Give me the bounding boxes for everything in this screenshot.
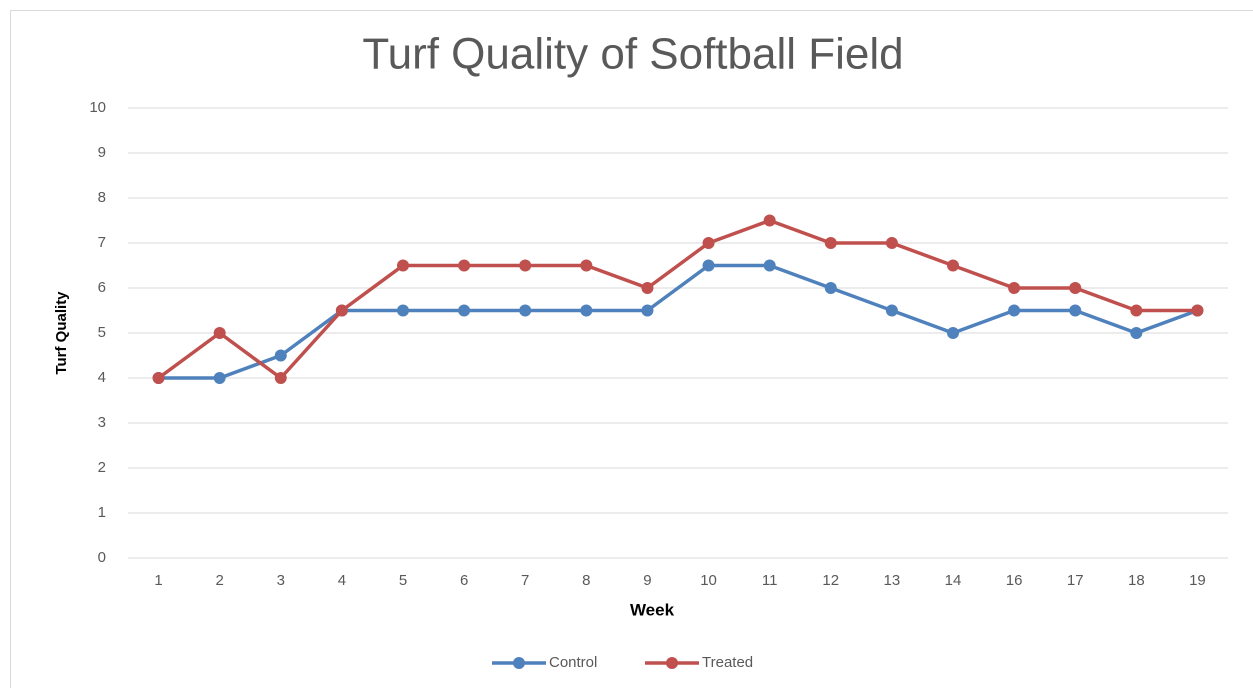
data-point	[213, 327, 226, 339]
data-point	[519, 304, 532, 317]
data-point	[824, 282, 837, 294]
data-point	[763, 259, 776, 272]
y-tick-label: 10	[89, 99, 106, 116]
chart-title: Turf Quality of Softball Field	[362, 30, 903, 79]
data-point	[641, 304, 654, 317]
x-tick-label: 9	[643, 572, 651, 589]
x-tick-label: 8	[582, 572, 590, 589]
x-tick-label: 14	[945, 572, 962, 589]
x-tick-label: 19	[1189, 572, 1206, 589]
data-point	[580, 304, 593, 317]
data-point	[152, 372, 165, 384]
x-tick-label: 17	[1067, 572, 1084, 589]
y-tick-label: 7	[98, 234, 106, 251]
x-tick-label: 4	[338, 572, 346, 589]
data-point	[1008, 304, 1021, 317]
data-point	[1069, 282, 1082, 294]
data-point	[702, 259, 715, 272]
data-point	[947, 259, 959, 272]
legend-label: Control	[549, 654, 597, 671]
y-tick-label: 9	[98, 144, 106, 161]
x-tick-label: 7	[521, 572, 529, 589]
data-point	[885, 237, 898, 249]
data-point	[274, 372, 287, 384]
x-tick-label: 5	[399, 572, 407, 589]
x-tick-label: 16	[1006, 572, 1023, 589]
x-tick-label: 13	[884, 572, 901, 589]
x-tick-label: 3	[277, 572, 285, 589]
chart-border	[10, 10, 1253, 688]
x-tick-label: 1	[154, 572, 162, 589]
data-point	[763, 214, 776, 227]
legend-marker	[666, 657, 678, 669]
x-tick-label: 11	[762, 572, 778, 589]
x-tick-label: 2	[215, 572, 223, 589]
legend-marker	[513, 657, 525, 669]
x-tick-label: 6	[460, 572, 468, 589]
data-point	[885, 304, 898, 317]
data-point	[641, 282, 654, 294]
series-line	[157, 218, 1198, 380]
y-tick-label: 6	[98, 279, 106, 296]
data-point	[1130, 327, 1143, 339]
data-point	[458, 304, 471, 317]
data-point	[1069, 304, 1082, 317]
y-tick-label: 4	[98, 369, 106, 386]
data-point	[702, 237, 715, 249]
y-tick-label: 2	[98, 459, 106, 476]
data-point	[458, 259, 471, 272]
data-point	[947, 327, 959, 339]
series-line	[158, 263, 1199, 380]
x-tick-label: 18	[1128, 572, 1145, 589]
x-axis-label: Week	[630, 600, 675, 619]
x-tick-label: 12	[822, 572, 839, 589]
x-tick-label: 10	[700, 572, 717, 589]
data-point	[1008, 282, 1021, 294]
y-tick-label: 1	[98, 504, 106, 521]
y-tick-label: 8	[98, 189, 106, 206]
data-point	[335, 304, 348, 317]
y-axis-label: Turf Quality	[53, 291, 70, 375]
y-tick-label: 5	[98, 324, 106, 341]
data-point	[1130, 304, 1143, 317]
data-point	[824, 237, 837, 249]
data-point	[580, 259, 593, 272]
data-point	[397, 259, 409, 272]
data-point	[274, 349, 287, 362]
y-tick-label: 3	[98, 414, 106, 431]
data-point	[519, 259, 532, 272]
data-point	[213, 372, 226, 384]
y-tick-label: 0	[98, 549, 106, 566]
data-point	[1191, 304, 1204, 317]
data-point	[397, 304, 409, 317]
legend-label: Treated	[702, 654, 753, 671]
